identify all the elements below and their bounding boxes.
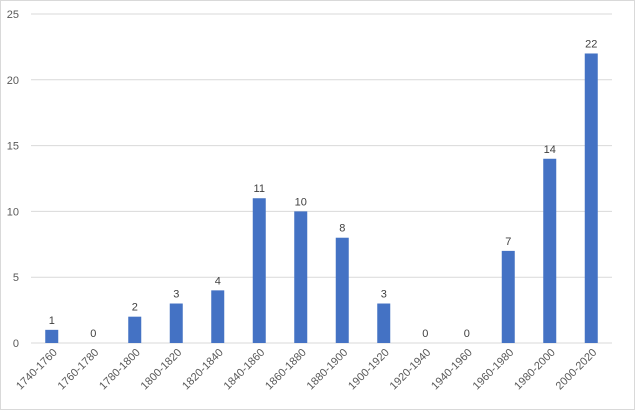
x-tick-label: 2000-2020 [554, 347, 600, 393]
bar-1820-1840 [211, 290, 225, 343]
x-tick-label: 1760-1780 [56, 347, 102, 393]
x-tick-label: 1820-1840 [180, 347, 226, 393]
bar-1900-1920 [377, 303, 391, 343]
x-tick-label: 1900-1920 [346, 347, 392, 393]
bar-1840-1860 [252, 198, 266, 343]
data-label: 8 [339, 223, 345, 235]
x-tick-label: 1800-1820 [139, 347, 185, 393]
bar-1800-1820 [169, 303, 183, 343]
data-label: 0 [90, 328, 96, 340]
data-label: 14 [544, 144, 556, 156]
data-label: 7 [505, 236, 511, 248]
y-tick-label: 5 [13, 272, 19, 284]
bar-1740-1760 [45, 329, 59, 343]
data-label: 3 [173, 289, 179, 301]
bar-1780-1800 [128, 316, 142, 343]
x-tick-label: 1860-1880 [263, 347, 309, 393]
data-label: 0 [422, 328, 428, 340]
x-tick-label: 1960-1980 [471, 347, 517, 393]
bar-1980-2000 [543, 158, 557, 343]
bar-2000-2020 [584, 53, 598, 343]
y-tick-label: 25 [7, 9, 19, 21]
x-tick-label: 1940-1960 [429, 347, 475, 393]
y-tick-label: 20 [7, 75, 19, 87]
data-label: 3 [381, 289, 387, 301]
bar-1880-1900 [335, 237, 349, 343]
bar-1960-1980 [501, 250, 515, 343]
bar-1860-1880 [294, 211, 308, 343]
x-tick-label: 1980-2000 [512, 347, 558, 393]
data-label: 1 [49, 315, 55, 327]
x-tick-label: 1880-1900 [305, 347, 351, 393]
y-tick-label: 15 [7, 141, 19, 153]
data-label: 10 [295, 196, 307, 208]
y-tick-label: 10 [7, 206, 19, 218]
y-tick-label: 0 [13, 338, 19, 350]
x-tick-label: 1740-1760 [14, 347, 60, 393]
x-tick-label: 1920-1940 [388, 347, 434, 393]
data-label: 2 [132, 302, 138, 314]
data-label: 0 [464, 328, 470, 340]
data-label: 22 [585, 38, 597, 50]
data-label: 4 [215, 275, 221, 287]
data-label: 11 [254, 183, 265, 195]
x-tick-label: 1780-1800 [97, 347, 143, 393]
x-tick-label: 1840-1860 [222, 347, 268, 393]
